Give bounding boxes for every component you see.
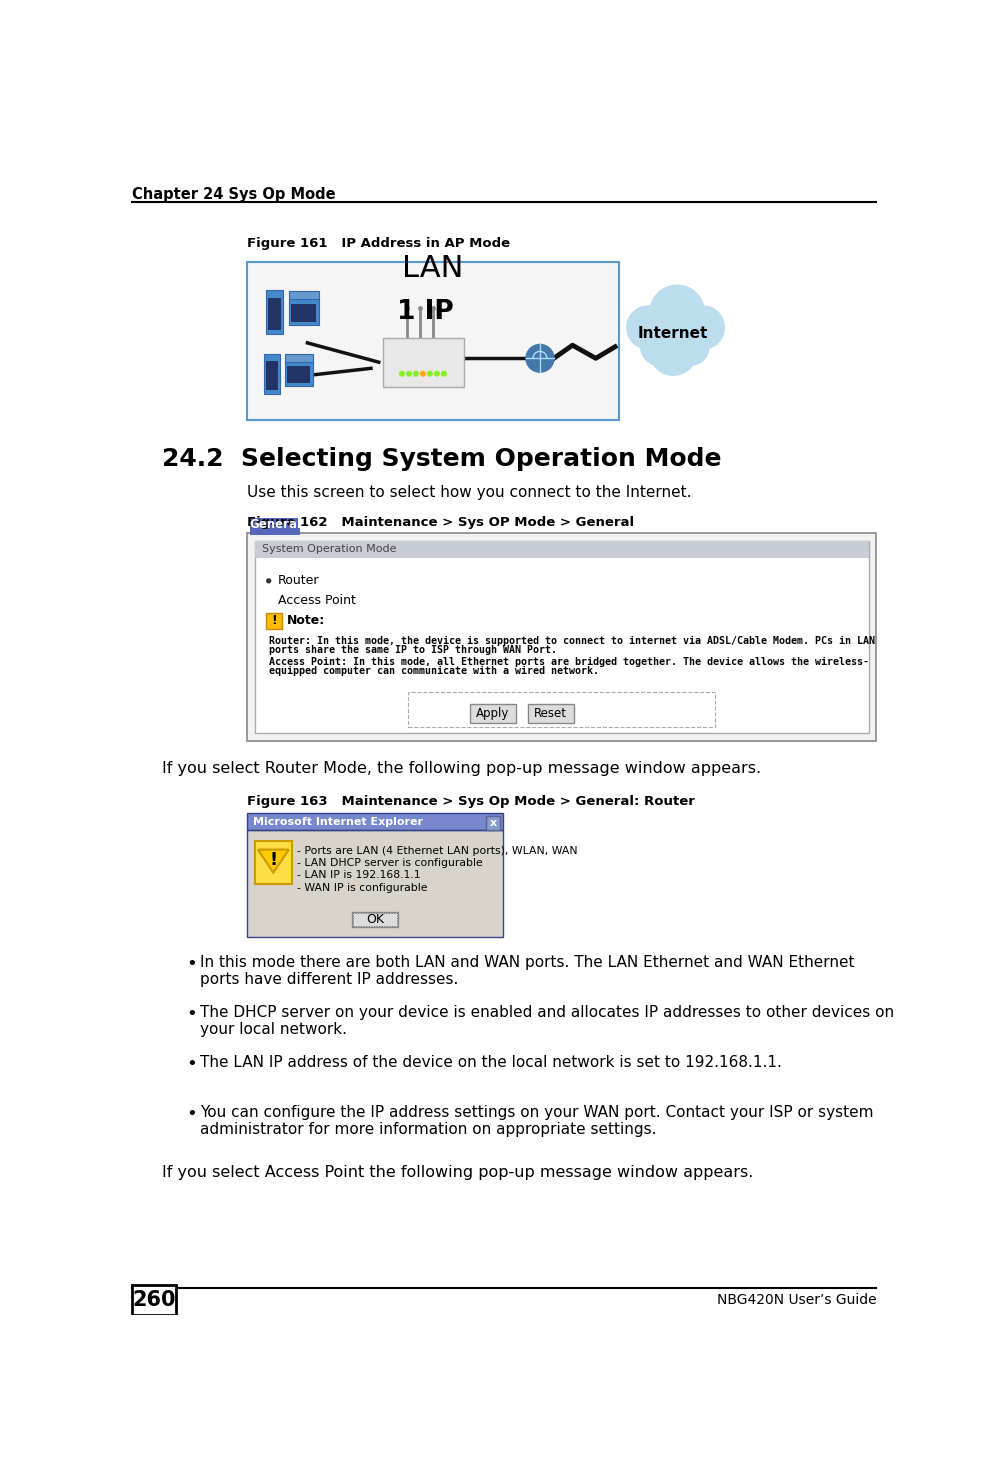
Text: !: !: [270, 850, 277, 869]
FancyBboxPatch shape: [289, 299, 319, 325]
Text: •: •: [187, 1055, 198, 1073]
FancyBboxPatch shape: [289, 291, 319, 299]
FancyBboxPatch shape: [267, 361, 277, 390]
Text: Microsoft Internet Explorer: Microsoft Internet Explorer: [253, 817, 423, 826]
Text: Apply: Apply: [476, 706, 510, 720]
Text: Figure 162   Maintenance > Sys OP Mode > General: Figure 162 Maintenance > Sys OP Mode > G…: [247, 516, 634, 529]
Circle shape: [650, 285, 705, 338]
Text: Chapter 24 Sys Op Mode: Chapter 24 Sys Op Mode: [132, 186, 336, 202]
Text: - Ports are LAN (4 Ethernet LAN ports), WLAN, WAN: - Ports are LAN (4 Ethernet LAN ports), …: [297, 845, 578, 856]
FancyBboxPatch shape: [287, 367, 310, 383]
Text: •: •: [187, 1005, 198, 1023]
FancyBboxPatch shape: [247, 813, 503, 831]
FancyBboxPatch shape: [486, 816, 501, 829]
Text: You can configure the IP address settings on your WAN port. Contact your ISP or : You can configure the IP address setting…: [201, 1106, 874, 1120]
Text: OK: OK: [366, 913, 384, 927]
FancyBboxPatch shape: [255, 841, 292, 884]
Circle shape: [681, 306, 724, 349]
FancyBboxPatch shape: [267, 613, 281, 628]
Text: - LAN IP is 192.168.1.1: - LAN IP is 192.168.1.1: [297, 871, 421, 881]
Polygon shape: [258, 850, 289, 872]
Text: Access Point: In this mode, all Ethernet ports are bridged together. The device : Access Point: In this mode, all Ethernet…: [269, 658, 869, 667]
Text: If you select Access Point the following pop-up message window appears.: If you select Access Point the following…: [161, 1165, 753, 1179]
Text: NBG420N User’s Guide: NBG420N User’s Guide: [716, 1293, 877, 1307]
Text: General: General: [249, 519, 301, 531]
Circle shape: [400, 371, 404, 375]
Text: Internet: Internet: [638, 327, 708, 341]
Text: Router: Router: [278, 575, 320, 587]
Circle shape: [442, 371, 446, 375]
Text: The DHCP server on your device is enabled and allocates IP addresses to other de: The DHCP server on your device is enable…: [201, 1005, 894, 1020]
Text: !: !: [272, 615, 277, 627]
Circle shape: [420, 371, 425, 375]
FancyBboxPatch shape: [351, 912, 399, 927]
FancyBboxPatch shape: [247, 831, 503, 937]
Text: Use this screen to select how you connect to the Internet.: Use this screen to select how you connec…: [247, 485, 692, 501]
Text: - LAN DHCP server is configurable: - LAN DHCP server is configurable: [297, 859, 483, 868]
Text: your local network.: your local network.: [201, 1023, 347, 1038]
Text: System Operation Mode: System Operation Mode: [263, 544, 397, 554]
FancyBboxPatch shape: [247, 262, 619, 420]
Text: Reset: Reset: [534, 706, 568, 720]
Text: Access Point: Access Point: [278, 594, 356, 606]
FancyBboxPatch shape: [470, 704, 516, 723]
Text: 24.2  Selecting System Operation Mode: 24.2 Selecting System Operation Mode: [161, 446, 721, 471]
Circle shape: [413, 371, 418, 375]
FancyBboxPatch shape: [384, 337, 464, 387]
FancyBboxPatch shape: [528, 704, 574, 723]
Text: administrator for more information on appropriate settings.: administrator for more information on ap…: [201, 1122, 657, 1137]
FancyBboxPatch shape: [285, 362, 313, 386]
Text: •: •: [187, 955, 198, 973]
Text: x: x: [490, 817, 497, 828]
Text: 260: 260: [132, 1290, 176, 1310]
Circle shape: [435, 371, 439, 375]
Circle shape: [406, 371, 411, 375]
Text: Router: In this mode, the device is supported to connect to internet via ADSL/Ca: Router: In this mode, the device is supp…: [269, 636, 875, 646]
Circle shape: [650, 330, 697, 375]
Text: If you select Router Mode, the following pop-up message window appears.: If you select Router Mode, the following…: [161, 761, 761, 776]
FancyBboxPatch shape: [247, 534, 877, 740]
FancyBboxPatch shape: [285, 355, 313, 362]
Text: 1 IP: 1 IP: [397, 299, 454, 325]
FancyBboxPatch shape: [132, 1284, 176, 1315]
Circle shape: [428, 371, 432, 375]
FancyBboxPatch shape: [255, 541, 869, 557]
Circle shape: [267, 579, 271, 582]
FancyBboxPatch shape: [266, 290, 283, 334]
Text: Note:: Note:: [287, 615, 326, 627]
FancyBboxPatch shape: [269, 299, 281, 330]
FancyBboxPatch shape: [291, 304, 317, 322]
Circle shape: [526, 344, 554, 372]
Circle shape: [627, 306, 670, 349]
FancyBboxPatch shape: [250, 517, 300, 535]
Circle shape: [672, 328, 708, 365]
Text: ports share the same IP to ISP through WAN Port.: ports share the same IP to ISP through W…: [269, 644, 557, 655]
Text: - WAN IP is configurable: - WAN IP is configurable: [297, 882, 428, 893]
Text: In this mode there are both LAN and WAN ports. The LAN Ethernet and WAN Ethernet: In this mode there are both LAN and WAN …: [201, 955, 855, 970]
Text: •: •: [187, 1106, 198, 1123]
Circle shape: [641, 328, 678, 365]
FancyBboxPatch shape: [255, 541, 869, 733]
Text: ports have different IP addresses.: ports have different IP addresses.: [201, 973, 459, 987]
Text: Figure 163   Maintenance > Sys Op Mode > General: Router: Figure 163 Maintenance > Sys Op Mode > G…: [247, 795, 695, 808]
Text: LAN: LAN: [402, 254, 463, 284]
FancyBboxPatch shape: [264, 353, 280, 393]
Text: equipped computer can communicate with a wired network.: equipped computer can communicate with a…: [269, 667, 598, 677]
Text: The LAN IP address of the device on the local network is set to 192.168.1.1.: The LAN IP address of the device on the …: [201, 1055, 782, 1070]
Text: Figure 161   IP Address in AP Mode: Figure 161 IP Address in AP Mode: [247, 238, 510, 250]
